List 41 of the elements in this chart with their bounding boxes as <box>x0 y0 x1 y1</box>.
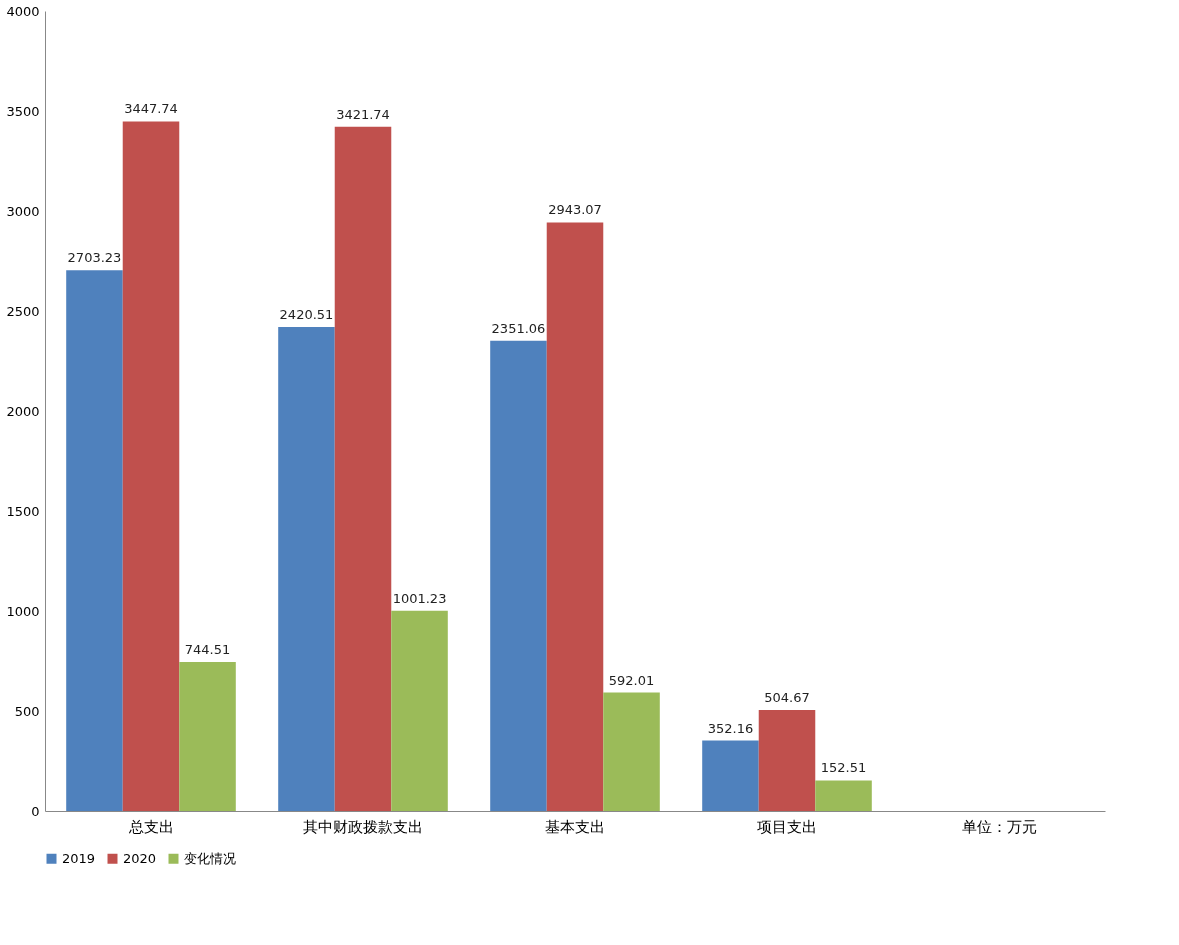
y-tick-label: 2500 <box>6 303 40 319</box>
data-label: 2943.07 <box>548 202 602 218</box>
bar <box>603 692 660 811</box>
x-tick-label: 总支出 <box>127 817 174 836</box>
bar <box>278 326 335 811</box>
data-label: 352.16 <box>707 720 754 736</box>
data-label: 504.67 <box>764 690 810 706</box>
x-tick-label: 其中财政拨款支出 <box>303 817 423 836</box>
legend-label: 2019 <box>62 850 96 866</box>
bar <box>179 662 236 811</box>
x-tick-label: 单位：万元 <box>961 817 1037 836</box>
legend-label: 变化情况 <box>184 850 236 866</box>
bar <box>391 610 448 811</box>
data-label: 152.51 <box>820 760 867 776</box>
data-label: 3447.74 <box>124 101 178 117</box>
bar <box>702 740 759 811</box>
bar <box>758 710 816 811</box>
data-label: 3421.74 <box>336 106 390 122</box>
data-label: 1001.23 <box>392 590 447 606</box>
data-label: 592.01 <box>608 672 655 688</box>
y-tick-label: 1000 <box>6 603 40 619</box>
y-tick-label: 1500 <box>6 503 40 519</box>
y-tick-label: 500 <box>14 703 40 719</box>
x-tick-label: 项目支出 <box>757 817 817 836</box>
data-label: 744.51 <box>184 642 231 658</box>
bar <box>66 270 123 811</box>
legend-label: 2020 <box>123 850 157 866</box>
bar <box>815 780 872 811</box>
bar <box>122 121 180 811</box>
y-tick-label: 2000 <box>6 403 40 419</box>
bar <box>490 340 547 811</box>
y-tick-label: 4000 <box>6 3 40 19</box>
data-label: 2351.06 <box>491 320 546 336</box>
data-label: 2703.23 <box>67 250 122 266</box>
y-tick-label: 3500 <box>6 103 40 119</box>
data-label: 2420.51 <box>279 306 334 322</box>
bar <box>334 126 392 811</box>
x-tick-label: 基本支出 <box>545 817 605 836</box>
y-tick-label: 0 <box>31 803 40 819</box>
bar <box>546 222 604 811</box>
y-tick-label: 3000 <box>6 203 40 219</box>
